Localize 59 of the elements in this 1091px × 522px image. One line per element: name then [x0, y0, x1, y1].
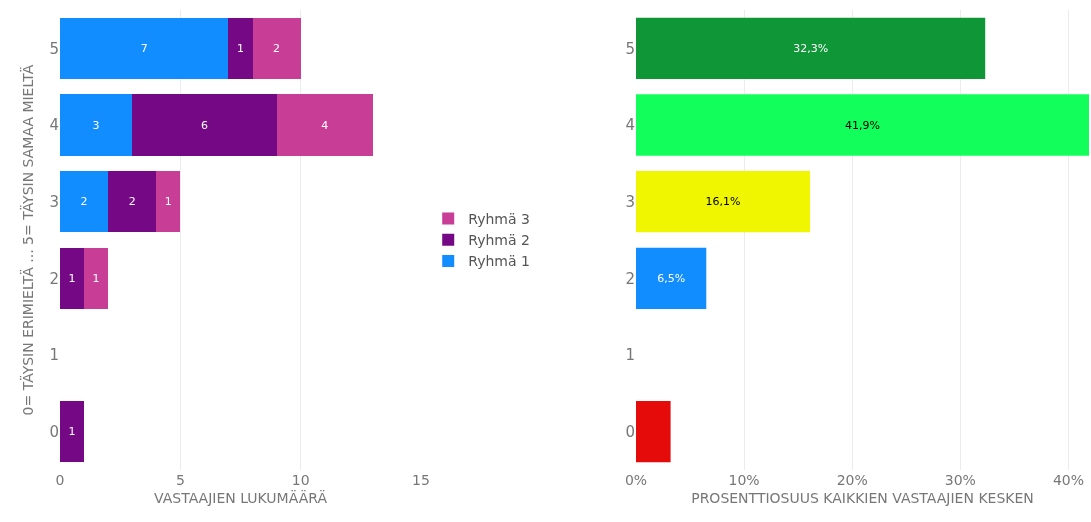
x-tick-label: 10% — [728, 472, 760, 488]
bar — [636, 94, 1089, 156]
y-tick-label: 0 — [625, 422, 635, 441]
x-axis-title: PROSENTTIOSUUS KAIKKIEN VASTAAJIEN KESKEN — [691, 490, 1034, 507]
data-label: 32,3% — [793, 41, 829, 55]
y-tick-label: 5 — [625, 39, 635, 58]
y-tick-label: 0 — [49, 422, 59, 441]
data-label: 1 — [237, 41, 244, 55]
y-axis-title: 0= TÄYSIN ERIMIELTÄ ... 5= TÄYSIN SAMAA MIELTÄ — [19, 64, 37, 416]
bar — [60, 94, 133, 156]
x-tick-label: 0% — [624, 472, 648, 488]
legend-label: Ryhmä 3 — [468, 211, 530, 228]
x-tick-label: 10 — [291, 472, 310, 488]
data-label: 16,1% — [705, 195, 741, 209]
data-label: 1 — [68, 271, 76, 285]
data-label: 2 — [273, 41, 281, 55]
y-tick-label: 2 — [625, 269, 635, 288]
bar — [60, 401, 85, 463]
data-label: 1 — [92, 271, 100, 285]
y-tick-label: 3 — [49, 192, 59, 211]
y-tick-label: 4 — [49, 116, 59, 135]
y-tick-label: 1 — [625, 346, 635, 365]
bar — [636, 401, 671, 463]
bar — [228, 17, 253, 79]
y-tick-label: 1 — [49, 346, 59, 365]
bar — [276, 94, 373, 156]
data-label: 7 — [140, 41, 148, 55]
data-label: 6,5% — [657, 271, 686, 285]
data-label: 2 — [128, 195, 136, 209]
data-label: 1 — [68, 425, 76, 439]
bar — [60, 247, 85, 309]
data-label: 3 — [92, 118, 100, 132]
x-tick-label: 30% — [944, 472, 976, 488]
bar — [108, 171, 157, 233]
data-label: 41,9% — [845, 118, 880, 132]
legend-label: Ryhmä 2 — [468, 232, 530, 249]
x-tick-label: 40% — [1052, 472, 1085, 488]
bar — [84, 247, 109, 309]
data-label: 6 — [200, 118, 208, 132]
legend-label: Ryhmä 1 — [468, 253, 530, 270]
y-tick-label: 5 — [49, 39, 59, 58]
x-tick-label: 20% — [836, 472, 868, 488]
data-label: 1 — [164, 195, 172, 209]
bar — [636, 17, 986, 79]
y-tick-label: 4 — [625, 116, 635, 135]
bar — [60, 17, 229, 79]
data-label: 4 — [321, 118, 329, 132]
y-tick-label: 3 — [625, 192, 635, 211]
x-tick-label: 5 — [175, 472, 185, 488]
bar — [156, 171, 181, 233]
bar — [60, 171, 109, 233]
x-axis-title: VASTAAJIEN LUKUMÄÄRÄ — [154, 489, 328, 507]
y-tick-label: 2 — [49, 269, 59, 288]
bar — [636, 247, 707, 309]
bar — [252, 17, 301, 79]
bar — [132, 94, 277, 156]
bar — [636, 171, 811, 233]
x-tick-label: 15 — [412, 472, 430, 488]
data-label: 2 — [80, 195, 88, 209]
